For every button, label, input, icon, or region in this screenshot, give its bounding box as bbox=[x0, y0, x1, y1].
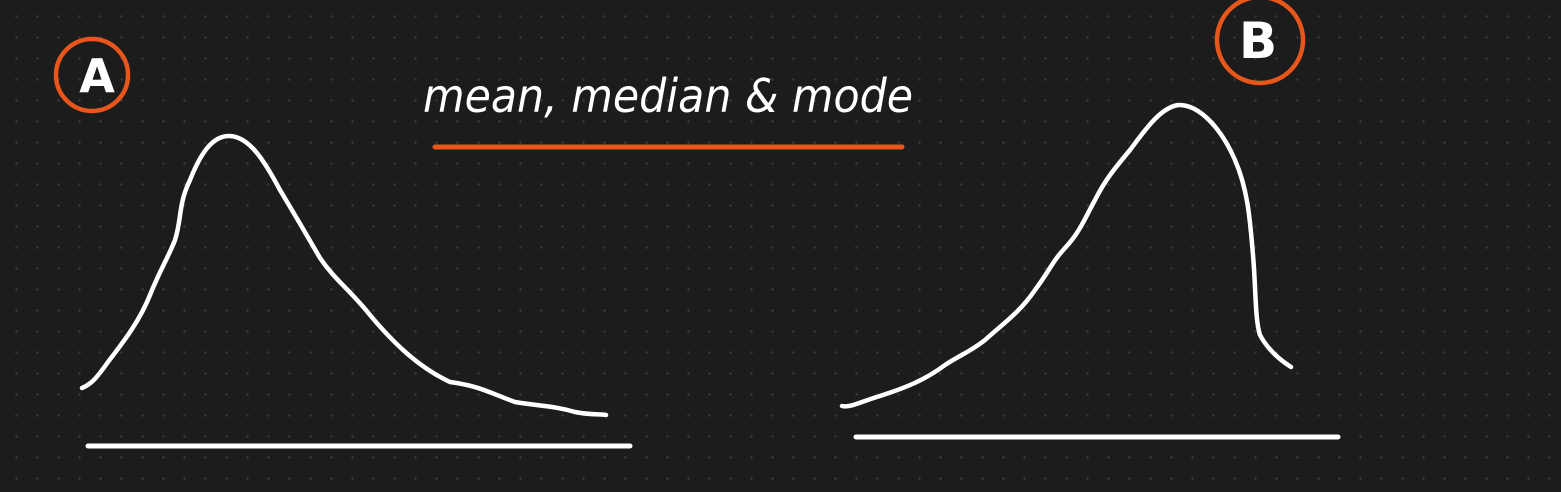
curve-a-right-skewed bbox=[79, 133, 609, 418]
label-a-group: A bbox=[53, 36, 131, 114]
curve-b-left-skewed bbox=[839, 102, 1294, 409]
title-text: mean, median & mode bbox=[423, 69, 913, 123]
label-a-text: A bbox=[79, 49, 115, 103]
label-a-circle bbox=[53, 36, 131, 114]
label-b-text: B bbox=[1239, 12, 1277, 70]
label-b-group: B bbox=[1214, 0, 1306, 86]
label-b-circle bbox=[1214, 0, 1306, 86]
title-group: mean, median & mode bbox=[423, 69, 913, 150]
